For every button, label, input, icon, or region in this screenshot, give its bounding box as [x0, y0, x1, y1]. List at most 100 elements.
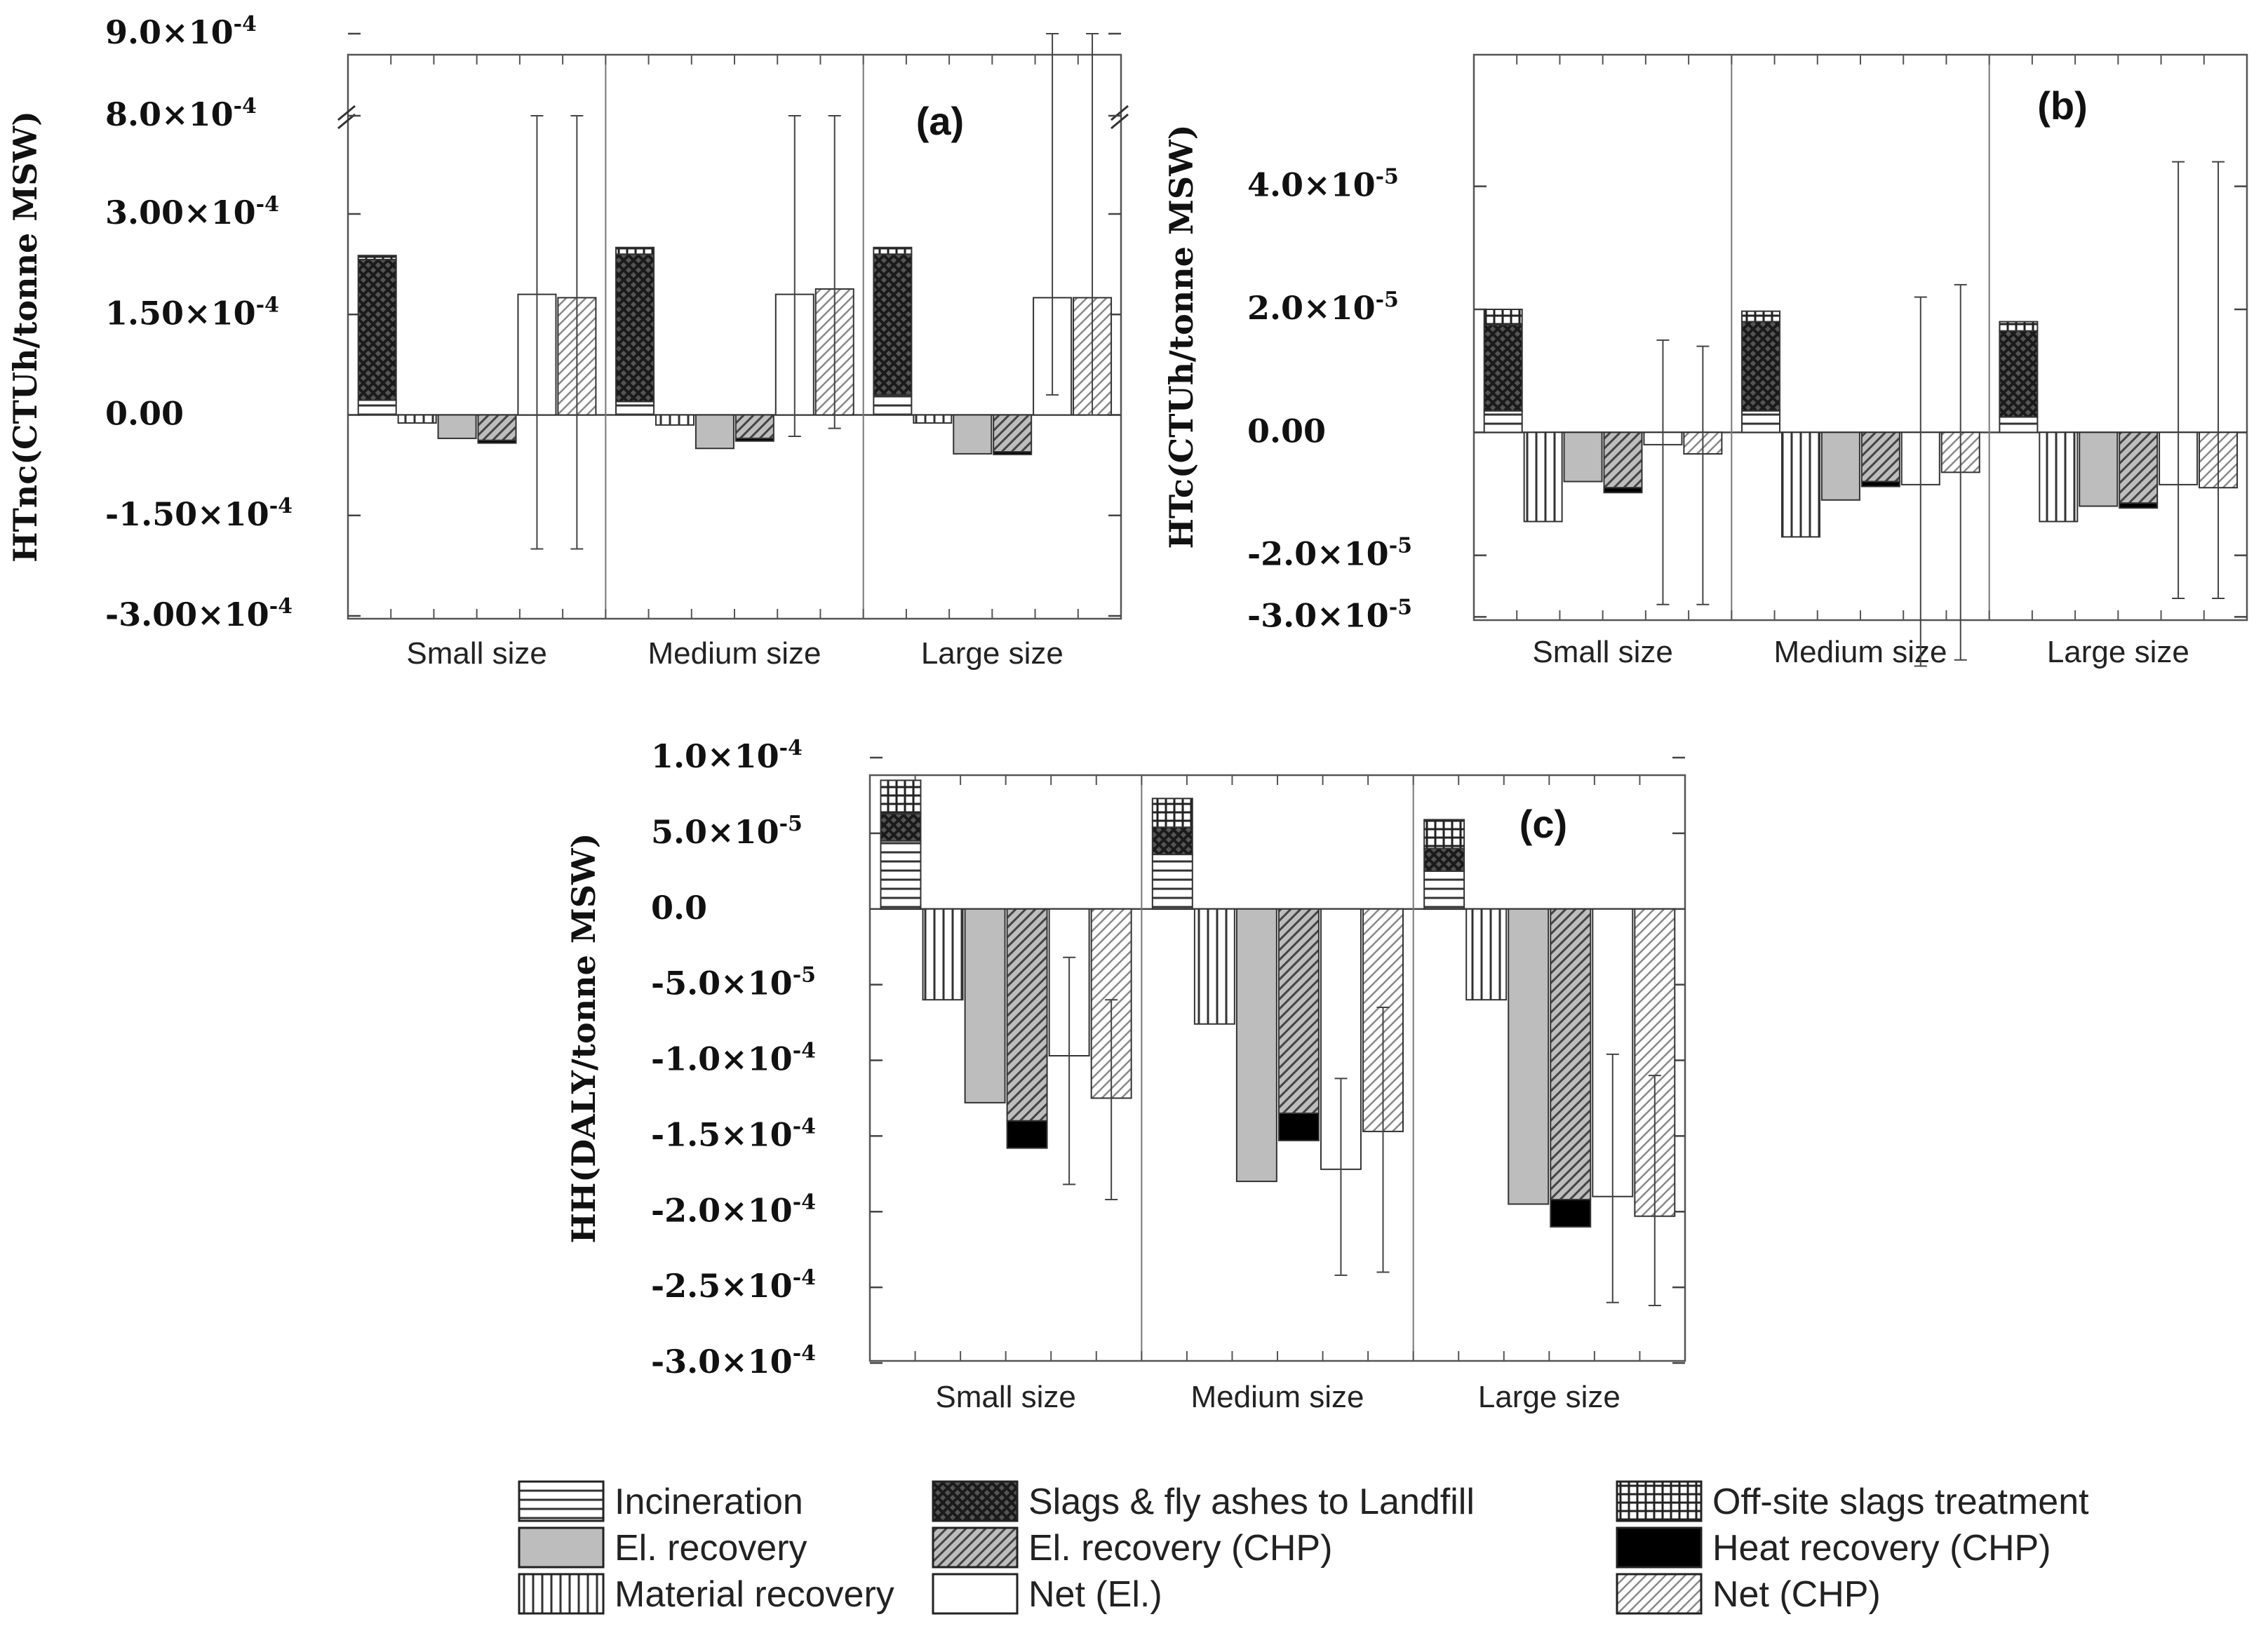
bar-material-recovery: [1780, 431, 1820, 538]
bar-slags-fly-ashes-to-landfill: [1483, 323, 1523, 412]
bar-heat-recovery-chp: [1277, 1113, 1320, 1141]
bar-incineration: [873, 394, 913, 416]
bar-el-recovery-chp: [993, 414, 1033, 453]
legend-label: Net (CHP): [1712, 1574, 1881, 1615]
bar-el-recovery: [964, 908, 1006, 1103]
panel-label: (c): [1519, 802, 1567, 846]
legend-swatch-el-recovery: [518, 1526, 605, 1569]
bar-el-recovery: [437, 414, 477, 439]
y-tick-label: 4.0×10-5: [1247, 165, 1399, 204]
bar-heat-recovery-chp: [1603, 487, 1643, 494]
category-label: Medium size: [1191, 1380, 1364, 1414]
axis-break-mark: [337, 105, 356, 130]
y-tick-label: -3.00×10-4: [105, 594, 293, 633]
legend-label: Off-site slags treatment: [1712, 1482, 2089, 1522]
y-tick-label: 8.0×10-4: [105, 94, 257, 133]
category-label: Large size: [921, 636, 1063, 671]
bar-off-site-slags-treatment: [615, 246, 655, 255]
y-tick-label: 1.50×10-4: [105, 293, 279, 332]
bar-off-site-slags-treatment: [1151, 798, 1193, 828]
bar-material-recovery: [922, 908, 964, 1001]
legend-label: Material recovery: [615, 1574, 894, 1615]
bar-el-recovery: [1235, 908, 1277, 1183]
y-tick-label: -2.0×10-5: [1247, 534, 1412, 573]
y-axis-label: HTnc(CTUh/tonne MSW): [6, 111, 44, 563]
bar-slags-fly-ashes-to-landfill: [357, 258, 397, 401]
bar-incineration: [1741, 410, 1781, 434]
legend-swatch-material-recovery: [518, 1573, 605, 1615]
chart-panel-b: 4.0×10-5 2.0×10-5 0.00 -2.0×10-5 -3.0×10-5 HT…: [1162, 53, 2248, 669]
bar-slags-fly-ashes-to-landfill: [880, 812, 922, 842]
bar-incineration: [1999, 416, 2039, 434]
bar-off-site-slags-treatment: [1483, 309, 1523, 325]
legend-swatch-net-chp: [1616, 1573, 1703, 1615]
bar-material-recovery: [655, 414, 695, 426]
bar-off-site-slags-treatment: [880, 779, 922, 814]
bar-slags-fly-ashes-to-landfill: [1423, 847, 1465, 872]
bar-el-recovery-chp: [1603, 431, 1643, 489]
panel-label: (a): [916, 99, 964, 143]
legend-swatch-off-site-slags-treatment: [1616, 1480, 1703, 1522]
bar-el-recovery-chp: [1006, 908, 1048, 1122]
bar-heat-recovery-chp: [1006, 1120, 1048, 1149]
plot-frame: [347, 53, 1122, 620]
y-tick-label: 0.00: [1247, 412, 1326, 450]
y-tick-label: -1.50×10-4: [105, 494, 293, 533]
bar-heat-recovery-chp: [993, 451, 1033, 455]
legend-swatch-slags-fly-ashes-to-landfill: [932, 1480, 1019, 1522]
y-tick-label: -2.5×10-4: [651, 1266, 816, 1305]
bar-el-recovery-chp: [1277, 908, 1320, 1115]
bar-incineration: [880, 840, 922, 910]
y-tick-label: -5.0×10-5: [651, 963, 816, 1002]
bar-el-recovery-chp: [1860, 431, 1900, 483]
chart-panel-a: 9.0×10-4 8.0×10-4 3.00×10-4 1.50×10-4 0.00 -1…: [6, 12, 1129, 671]
bar-el-recovery-chp: [477, 414, 517, 441]
legend-swatch-incineration: [518, 1480, 605, 1522]
bar-heat-recovery-chp: [1550, 1198, 1592, 1228]
bar-material-recovery: [397, 414, 437, 424]
bar-el-recovery-chp: [1550, 908, 1592, 1200]
y-tick-label: -3.0×10-5: [1247, 595, 1412, 634]
bar-slags-fly-ashes-to-landfill: [1151, 826, 1193, 856]
axis-break-mark: [1110, 105, 1129, 130]
bar-heat-recovery-chp: [1860, 481, 1900, 488]
legend-label: El. recovery (CHP): [1028, 1528, 1332, 1569]
category-label: Small size: [406, 636, 547, 671]
category-label: Medium size: [648, 636, 821, 671]
legend: Incineration Slags & fly ashes to Landfil…: [518, 1480, 2089, 1615]
bar-el-recovery: [953, 414, 993, 455]
bar-off-site-slags-treatment: [1741, 310, 1781, 323]
bar-off-site-slags-treatment: [1999, 321, 2039, 332]
y-tick-label: -1.5×10-4: [651, 1114, 816, 1153]
y-tick-label: -1.0×10-4: [651, 1039, 816, 1078]
category-label: Large size: [1478, 1380, 1621, 1414]
legend-label: Slags & fly ashes to Landfill: [1028, 1482, 1475, 1522]
bar-material-recovery: [913, 414, 953, 424]
bar-el-recovery-chp: [2119, 431, 2159, 504]
bar-incineration: [1151, 854, 1193, 910]
category-label: Small size: [1532, 635, 1673, 669]
category-label: Large size: [2047, 635, 2189, 669]
bar-off-site-slags-treatment: [1423, 819, 1465, 850]
category-label: Medium size: [1774, 635, 1947, 669]
legend-label: El. recovery: [615, 1528, 807, 1569]
panel-label: (b): [2037, 83, 2088, 128]
bar-el-recovery: [695, 414, 734, 450]
bar-el-recovery: [1508, 908, 1550, 1205]
legend-swatch-heat-recovery-chp: [1616, 1526, 1703, 1569]
plot-frame: [1472, 53, 2248, 622]
legend-swatch-net-el: [932, 1573, 1019, 1615]
bar-off-site-slags-treatment: [357, 255, 397, 260]
bar-slags-fly-ashes-to-landfill: [615, 253, 655, 403]
y-tick-label: 5.0×10-5: [651, 812, 803, 851]
y-tick-label: 2.0×10-5: [1247, 288, 1399, 327]
bar-off-site-slags-treatment: [873, 246, 913, 255]
y-tick-label: 3.00×10-4: [105, 192, 279, 231]
y-axis-label: HH(DALY/tonne MSW): [565, 833, 603, 1244]
category-label: Small size: [935, 1380, 1076, 1414]
bar-slags-fly-ashes-to-landfill: [1999, 330, 2039, 418]
bar-el-recovery-chp: [734, 414, 774, 439]
bar-material-recovery: [1523, 431, 1563, 523]
bar-el-recovery: [2079, 431, 2119, 507]
y-tick-label: 1.0×10-4: [651, 736, 803, 775]
